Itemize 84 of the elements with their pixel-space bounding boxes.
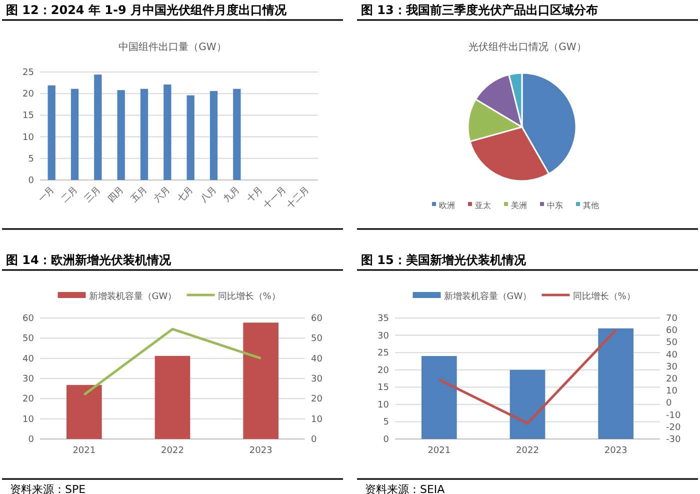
y2-tick-label: -20 [666, 422, 681, 433]
y-tick-label: 20 [22, 90, 34, 100]
y2-tick-label: 40 [666, 350, 678, 360]
y-tick-label: 35 [378, 314, 389, 324]
bar [243, 322, 278, 439]
y2-tick-label: 10 [311, 414, 323, 425]
x-tick-label: 三月 [83, 185, 104, 205]
x-tick-label: 九月 [222, 184, 242, 205]
bar [48, 85, 56, 180]
bar [154, 356, 190, 439]
y-tick-label: 20 [22, 394, 34, 405]
legend-label: 同比增长（%） [572, 291, 636, 302]
bar [94, 74, 102, 180]
y-tick-label: 5 [383, 418, 389, 428]
y2-tick-label: 10 [666, 386, 678, 397]
x-tick-label: 2021 [428, 446, 451, 456]
x-tick-label: 2023 [249, 446, 272, 456]
y2-tick-label: 30 [311, 374, 323, 384]
bar [117, 90, 125, 180]
x-tick-label: 四月 [106, 185, 126, 205]
y2-tick-label: 60 [311, 314, 323, 324]
chart-title: 图 15：美国新增光伏装机情况 [361, 253, 527, 267]
y-tick-label: 0 [383, 435, 390, 445]
x-tick-label: 2022 [161, 446, 184, 456]
bar [70, 88, 79, 180]
y2-tick-label: -30 [666, 435, 681, 445]
chart-subtitle: 中国组件出口量（GW） [118, 41, 226, 53]
y-tick-label: 40 [22, 354, 34, 364]
legend-label: 中东 [547, 201, 563, 210]
bar [164, 84, 172, 180]
y-tick-label: 20 [378, 366, 390, 376]
chart-title: 图 12：2024 年 1-9 月中国光伏组件月度出口情况 [6, 3, 288, 17]
y-tick-label: 0 [28, 435, 34, 445]
y2-tick-label: 60 [666, 326, 678, 336]
x-tick-label: 2021 [72, 446, 96, 456]
y2-tick-label: 0 [666, 398, 672, 409]
legend-label: 新增装机容量（GW） [444, 291, 532, 302]
x-tick-label: 2022 [516, 446, 539, 456]
y2-tick-label: 20 [311, 394, 323, 405]
y-tick-label: 30 [22, 374, 34, 384]
y-tick-label: 50 [22, 334, 34, 344]
x-tick-label: 五月 [130, 185, 150, 205]
y2-tick-label: 50 [666, 338, 678, 348]
bar [210, 91, 218, 180]
legend-label: 美洲 [511, 201, 527, 210]
y-tick-label: 30 [378, 331, 390, 342]
y2-tick-label: 40 [311, 354, 323, 364]
y-tick-label: 10 [22, 132, 34, 143]
bar [186, 95, 194, 180]
bar [140, 88, 148, 180]
bar [233, 88, 241, 180]
y2-tick-label: 0 [311, 435, 317, 445]
bar [422, 356, 457, 439]
x-tick-label: 2023 [604, 446, 628, 456]
x-tick-label: 六月 [152, 184, 173, 205]
y-tick-label: 25 [22, 68, 34, 78]
chart-title: 图 14：欧洲新增光伏装机情况 [6, 253, 172, 267]
legend-label: 亚太 [475, 201, 491, 210]
y-tick-label: 10 [22, 414, 34, 425]
bar [510, 370, 546, 439]
legend-label: 同比增长（%） [218, 291, 280, 302]
y2-tick-label: 70 [666, 314, 678, 324]
y-tick-label: 15 [22, 111, 34, 122]
chart-title: 图 13：我国前三季度光伏产品出口区域分布 [361, 3, 598, 17]
x-tick-label: 二月 [60, 185, 80, 205]
y2-tick-label: -10 [666, 410, 681, 421]
y-tick-label: 0 [28, 176, 34, 186]
y2-tick-label: 50 [311, 334, 323, 344]
y2-tick-label: 20 [666, 374, 678, 384]
bar [66, 384, 102, 439]
legend-label: 欧洲 [439, 201, 455, 210]
y2-tick-label: 30 [666, 362, 678, 372]
chart-subtitle: 光伏组件出口情况（GW） [468, 41, 586, 53]
bar [598, 328, 634, 439]
y-tick-label: 15 [378, 383, 389, 394]
y-tick-label: 10 [378, 400, 390, 410]
y-tick-label: 60 [22, 314, 34, 324]
legend-label: 新增装机容量（GW） [88, 291, 177, 302]
y-tick-label: 5 [28, 154, 34, 164]
y-tick-label: 25 [378, 348, 389, 359]
x-tick-label: 七月 [175, 184, 196, 205]
legend-label: 其他 [583, 201, 599, 210]
x-tick-label: 一月 [36, 185, 57, 205]
x-tick-label: 八月 [198, 184, 219, 205]
